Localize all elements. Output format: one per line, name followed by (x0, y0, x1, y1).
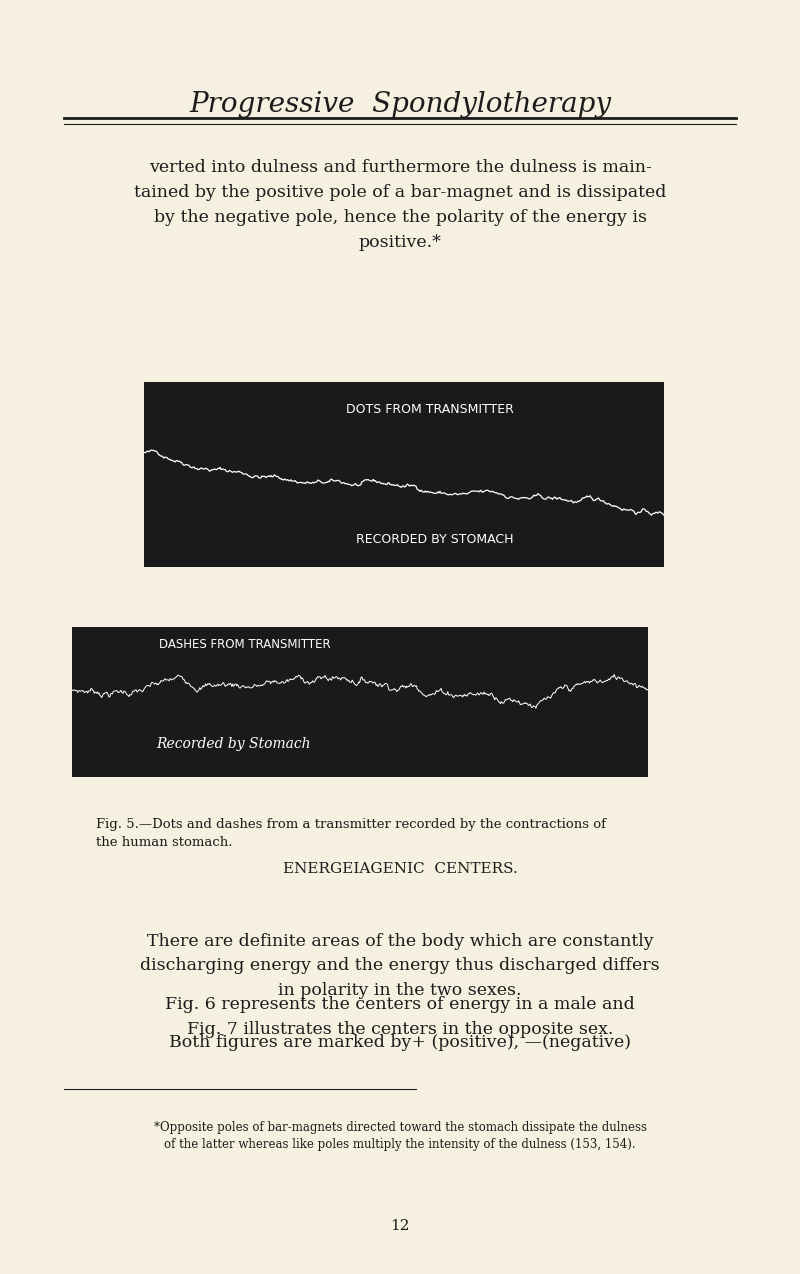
Text: Recorded by Stomach: Recorded by Stomach (156, 738, 310, 752)
Text: Fig. 6 represents the centers of energy in a male and
Fig. 7 illustrates the cen: Fig. 6 represents the centers of energy … (165, 996, 635, 1038)
Text: DOTS FROM TRANSMITTER: DOTS FROM TRANSMITTER (346, 404, 514, 417)
Text: There are definite areas of the body which are constantly
discharging energy and: There are definite areas of the body whi… (140, 933, 660, 999)
Text: verted into dulness and furthermore the dulness is main-
tained by the positive : verted into dulness and furthermore the … (134, 159, 666, 251)
Text: *Opposite poles of bar-magnets directed toward the stomach dissipate the dulness: *Opposite poles of bar-magnets directed … (154, 1121, 646, 1152)
Text: 12: 12 (390, 1219, 410, 1232)
Bar (144, 382, 664, 567)
Bar (72, 627, 648, 777)
Text: DASHES FROM TRANSMITTER: DASHES FROM TRANSMITTER (159, 638, 330, 651)
Text: Progressive  Spondylotherapy: Progressive Spondylotherapy (189, 90, 611, 118)
Text: ENERGEIAGENIC  CENTERS.: ENERGEIAGENIC CENTERS. (282, 862, 518, 875)
Text: Fig. 5.—Dots and dashes from a transmitter recorded by the contractions of
the h: Fig. 5.—Dots and dashes from a transmitt… (96, 818, 606, 848)
Text: Both figures are marked by+ (positive), —(negative): Both figures are marked by+ (positive), … (169, 1034, 631, 1051)
Text: RECORDED BY STOMACH: RECORDED BY STOMACH (357, 533, 514, 545)
